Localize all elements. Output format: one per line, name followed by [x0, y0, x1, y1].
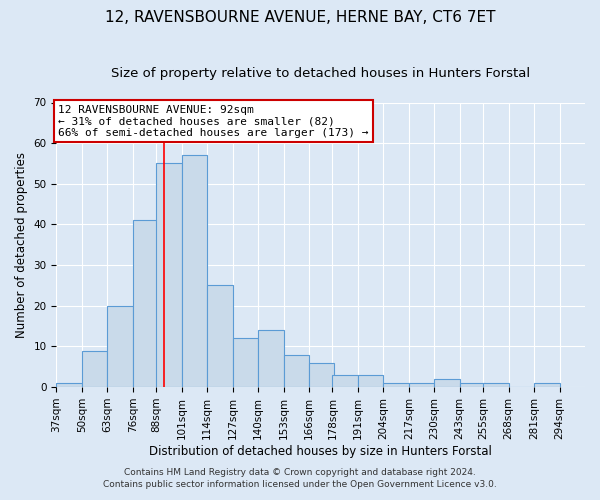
Y-axis label: Number of detached properties: Number of detached properties	[15, 152, 28, 338]
Bar	[383, 383, 409, 387]
Bar	[233, 338, 258, 387]
Text: 12 RAVENSBOURNE AVENUE: 92sqm
← 31% of detached houses are smaller (82)
66% of s: 12 RAVENSBOURNE AVENUE: 92sqm ← 31% of d…	[58, 104, 369, 138]
Bar	[460, 383, 485, 387]
Bar	[332, 375, 358, 387]
Bar	[409, 383, 434, 387]
Bar	[434, 379, 460, 387]
Bar	[207, 286, 233, 387]
Bar	[82, 350, 107, 387]
Bar	[534, 383, 560, 387]
Bar	[56, 383, 82, 387]
Bar	[182, 156, 207, 387]
Bar	[133, 220, 158, 387]
Bar	[258, 330, 284, 387]
Bar	[483, 383, 509, 387]
Title: Size of property relative to detached houses in Hunters Forstal: Size of property relative to detached ho…	[111, 68, 530, 80]
Bar	[358, 375, 383, 387]
Bar	[156, 164, 182, 387]
X-axis label: Distribution of detached houses by size in Hunters Forstal: Distribution of detached houses by size …	[149, 444, 492, 458]
Bar	[309, 362, 334, 387]
Text: 12, RAVENSBOURNE AVENUE, HERNE BAY, CT6 7ET: 12, RAVENSBOURNE AVENUE, HERNE BAY, CT6 …	[105, 10, 495, 25]
Bar	[107, 306, 133, 387]
Bar	[284, 354, 309, 387]
Text: Contains HM Land Registry data © Crown copyright and database right 2024.
Contai: Contains HM Land Registry data © Crown c…	[103, 468, 497, 489]
